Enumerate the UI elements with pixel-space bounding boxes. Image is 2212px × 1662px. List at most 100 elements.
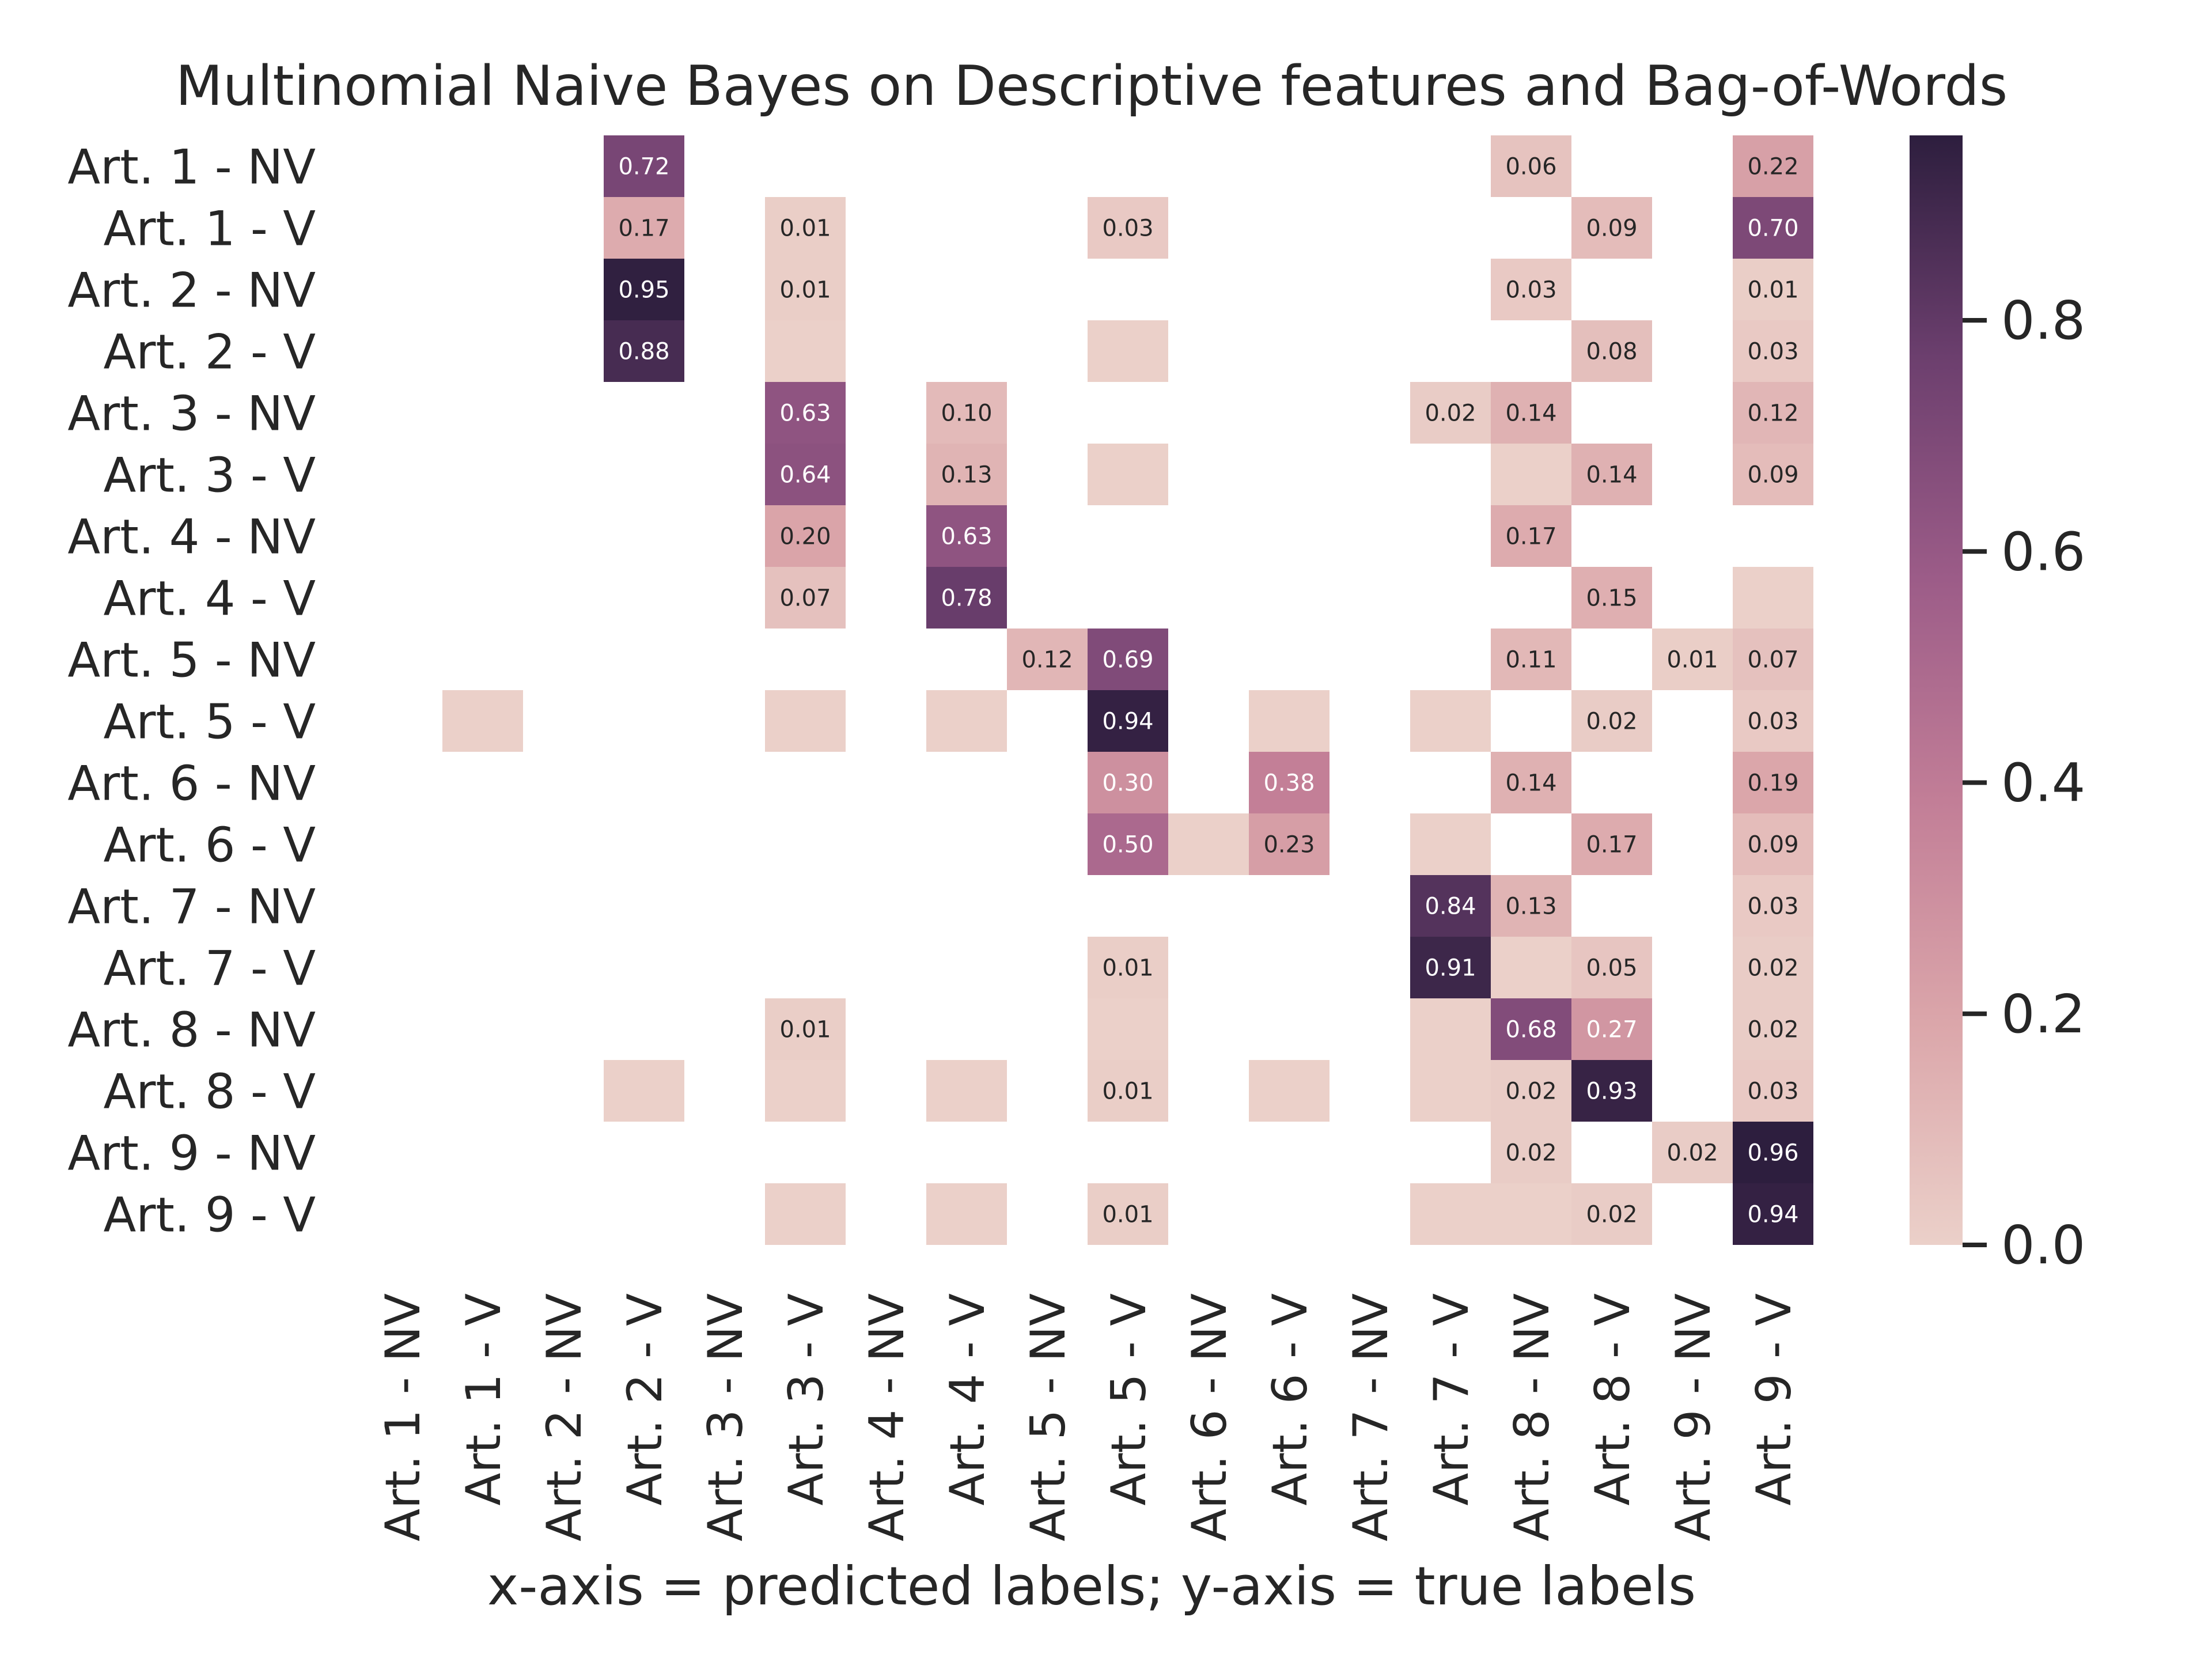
heatmap-cell	[1571, 1060, 1652, 1122]
heatmap-cell	[604, 259, 684, 320]
cell-value-label: 0.02	[1586, 1202, 1637, 1228]
heatmap-cell	[1571, 320, 1652, 382]
heatmap-cell	[926, 444, 1007, 505]
cell-value-label: 0.03	[1747, 339, 1798, 365]
cell-value-label: 0.13	[941, 462, 992, 489]
colorbar-tick-label: 0.8	[2001, 290, 2085, 351]
column-label: Art. 7 - V	[1423, 1293, 1479, 1506]
heatmap-cell	[1571, 813, 1652, 875]
cell-value-label: 0.10	[941, 400, 992, 427]
heatmap-cell	[1491, 998, 1571, 1060]
row-label: Art. 1 - NV	[67, 139, 316, 195]
heatmap-cell	[765, 197, 846, 259]
heatmap-cell	[1491, 1122, 1571, 1183]
cell-value-label: 0.06	[1505, 154, 1556, 180]
heatmap-cell	[1491, 382, 1571, 444]
cell-value-label: 0.84	[1425, 894, 1476, 920]
column-label: Art. 4 - NV	[859, 1293, 915, 1542]
row-label: Art. 1 - V	[103, 201, 316, 257]
column-label: Art. 2 - V	[617, 1293, 673, 1506]
chart-title: Multinomial Naive Bayes on Descriptive f…	[176, 55, 2008, 118]
cell-value-label: 0.12	[1747, 400, 1798, 427]
cell-value-label: 0.02	[1425, 400, 1476, 427]
cell-value-label: 0.94	[1102, 709, 1153, 735]
row-label: Art. 2 - NV	[67, 263, 316, 319]
row-label: Art. 8 - NV	[67, 1002, 316, 1058]
heatmap-cell	[1571, 444, 1652, 505]
heatmap-cell	[1088, 998, 1168, 1060]
heatmap-cell	[1088, 197, 1168, 259]
colorbar-tick-label: 0.0	[2001, 1214, 2085, 1276]
cell-value-label: 0.93	[1586, 1078, 1637, 1105]
heatmap-cell	[926, 505, 1007, 567]
row-label: Art. 3 - V	[103, 448, 316, 503]
row-label: Art. 5 - NV	[67, 633, 316, 688]
column-label: Art. 7 - NV	[1343, 1293, 1399, 1542]
cell-value-label: 0.94	[1747, 1202, 1798, 1228]
heatmap-cell	[1571, 1183, 1652, 1245]
column-label: Art. 8 - V	[1585, 1293, 1641, 1506]
column-label: Art. 9 - NV	[1665, 1293, 1721, 1542]
cell-value-label: 0.30	[1102, 770, 1153, 797]
heatmap-cell	[604, 1060, 684, 1122]
heatmap-cell	[1571, 567, 1652, 629]
cell-value-label: 0.96	[1747, 1140, 1798, 1167]
column-label: Art. 5 - NV	[1020, 1293, 1076, 1542]
column-label: Art. 6 - V	[1262, 1293, 1318, 1506]
heatmap-cell	[1491, 629, 1571, 690]
row-label: Art. 6 - NV	[67, 756, 316, 812]
cell-value-label: 0.01	[779, 277, 831, 304]
heatmap-cell	[1733, 1060, 1813, 1122]
heatmap-cell	[1168, 813, 1249, 875]
cell-value-label: 0.38	[1263, 770, 1315, 797]
heatmap-cell	[1088, 937, 1168, 998]
cell-value-label: 0.01	[1747, 277, 1798, 304]
heatmap-cell	[1491, 259, 1571, 320]
cell-value-label: 0.13	[1505, 894, 1556, 920]
heatmap-cell	[926, 1183, 1007, 1245]
heatmap-cell	[1733, 320, 1813, 382]
cell-value-label: 0.23	[1263, 832, 1315, 858]
cell-value-label: 0.02	[1747, 1017, 1798, 1043]
heatmap-cell	[765, 505, 846, 567]
heatmap-cell	[1249, 813, 1330, 875]
cell-value-label: 0.03	[1102, 215, 1153, 242]
colorbar: 0.0 0.2 0.4 0.6 0.8	[1910, 135, 2085, 1276]
heatmap-cell	[765, 567, 846, 629]
heatmap-cell	[1491, 875, 1571, 937]
heatmap-cells: 0.72 0.06 0.22 0.17 0.01 0.03 0.09 0.70 0.95 0.01…	[442, 135, 1813, 1245]
cell-value-label: 0.02	[1505, 1078, 1556, 1105]
heatmap-cell	[1410, 875, 1491, 937]
cell-value-label: 0.15	[1586, 585, 1637, 612]
row-label: Art. 9 - NV	[67, 1126, 316, 1182]
colorbar-tick-label: 0.6	[2001, 521, 2085, 582]
row-label: Art. 6 - V	[103, 817, 316, 873]
heatmap-cell	[604, 135, 684, 197]
heatmap-cell	[1733, 937, 1813, 998]
cell-value-label: 0.09	[1747, 462, 1798, 489]
heatmap-cell	[1410, 1060, 1491, 1122]
heatmap-cell	[765, 690, 846, 752]
heatmap-cell	[1491, 1060, 1571, 1122]
heatmap-cell	[604, 197, 684, 259]
cell-value-label: 0.02	[1505, 1140, 1556, 1167]
heatmap-cell	[1088, 690, 1168, 752]
cell-value-label: 0.17	[618, 215, 669, 242]
cell-value-label: 0.63	[941, 524, 992, 550]
heatmap-cell	[1410, 998, 1491, 1060]
cell-value-label: 0.78	[941, 585, 992, 612]
cell-value-label: 0.09	[1586, 215, 1637, 242]
cell-value-label: 0.01	[1102, 1202, 1153, 1228]
heatmap-cell	[1571, 998, 1652, 1060]
heatmap-cell	[1733, 629, 1813, 690]
cell-value-label: 0.02	[1747, 955, 1798, 982]
heatmap-cell	[926, 567, 1007, 629]
heatmap-cell	[1410, 1183, 1491, 1245]
heatmap-cell	[1249, 752, 1330, 813]
heatmap-cell	[1088, 444, 1168, 505]
row-label: Art. 3 - NV	[67, 386, 316, 442]
column-label: Art. 1 - NV	[375, 1293, 431, 1542]
heatmap-cell	[1088, 1060, 1168, 1122]
